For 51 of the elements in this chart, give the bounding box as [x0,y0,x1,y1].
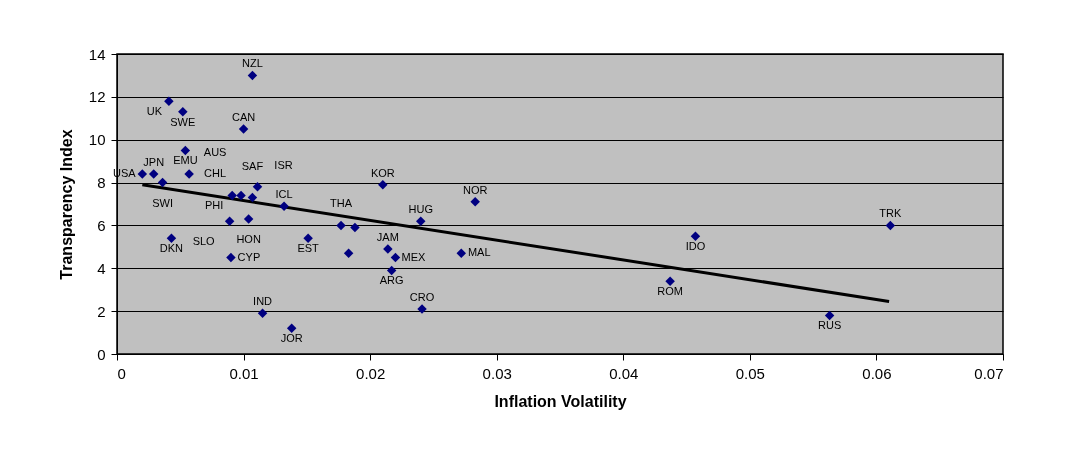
annotation: HUG [408,203,433,216]
y-tick-label: 2 [97,302,106,320]
annotation: JPN [143,156,165,168]
annotation: UK [146,105,163,118]
annotation: IND [253,295,273,308]
annotation: CYP [237,250,261,263]
annotation: KOR [370,166,395,179]
x-tick-label: 0 [117,364,126,382]
annotation: MEX [401,250,427,263]
annotation: DKN [159,242,184,255]
annotation: CAN [231,111,256,123]
annotation: MAL [467,246,491,259]
annotation: NZL [242,57,263,70]
x-tick-label: 0.04 [609,364,639,382]
y-tick-label: 14 [88,45,106,63]
annotation: SAF [241,159,264,172]
annotation: JAM [376,231,399,243]
annotation: SWE [170,115,196,128]
annotation: AUS [203,146,227,158]
annotation: ARG [379,274,404,287]
annotation: ISR [274,158,293,171]
annotation: THA [330,197,353,210]
y-axis-title: Transparency Index [57,129,75,280]
y-tick-label: 0 [97,345,106,363]
y-tick-label: 4 [97,259,106,277]
annotation: HON [236,233,261,245]
annotation: EMU [173,154,198,167]
annotation: JOR [280,332,303,345]
annotation: PHI [205,199,224,212]
x-tick-label: 0.01 [229,364,259,382]
annotation: CHL [204,167,227,180]
annotation: CRO [409,291,435,303]
x-tick-label: 0.03 [482,364,512,382]
annotation: ROM [657,285,683,298]
annotation: RUS [817,319,842,332]
annotation: TRK [879,207,903,220]
annotation: SWI [152,196,173,209]
annotation: EST [297,242,320,255]
x-tick-label: 0.06 [862,364,892,382]
x-tick-label: 0.02 [356,364,386,382]
x-axis-title: Inflation Volatility [494,392,627,410]
y-tick-label: 12 [88,88,106,106]
annotation: SLO [192,235,216,248]
x-tick-label: 0.05 [735,364,765,382]
x-tick-label: 0.07 [974,364,1004,382]
annotation: IDO [685,240,706,253]
y-tick-label: 6 [97,216,106,234]
y-tick-label: 8 [97,174,106,192]
annotation: ICL [275,188,293,201]
annotation: NOR [462,183,488,196]
y-tick-label: 10 [88,131,106,149]
